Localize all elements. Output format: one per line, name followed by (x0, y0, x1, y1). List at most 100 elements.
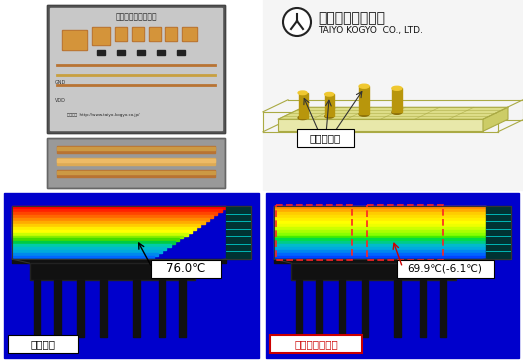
Bar (57, 158, 215, 165)
Ellipse shape (392, 110, 402, 114)
Text: 通常基板: 通常基板 (30, 339, 55, 349)
Circle shape (283, 8, 311, 36)
Bar (12, 233, 188, 236)
Ellipse shape (298, 116, 307, 119)
Bar (29, 263, 195, 279)
Bar (77, 279, 84, 337)
Bar (276, 205, 352, 260)
Bar (100, 279, 107, 337)
Bar (34, 279, 40, 337)
Bar (274, 236, 486, 239)
Bar (274, 233, 486, 236)
Bar (12, 244, 170, 247)
Bar (274, 215, 486, 218)
Bar (97, 50, 105, 55)
Text: GND: GND (55, 80, 66, 85)
Bar (274, 209, 486, 212)
Polygon shape (278, 107, 508, 119)
Bar (12, 221, 204, 224)
Bar (47, 5, 225, 133)
Bar (133, 28, 143, 40)
Bar (57, 146, 215, 153)
Bar (150, 28, 160, 40)
Bar (12, 250, 162, 253)
Bar (274, 221, 486, 224)
Bar (177, 50, 185, 55)
Bar (132, 27, 144, 41)
Bar (12, 215, 213, 218)
Bar (367, 205, 443, 260)
Bar (63, 31, 86, 49)
Bar (274, 247, 486, 250)
Bar (179, 279, 186, 337)
Bar (12, 206, 252, 259)
Polygon shape (483, 107, 508, 131)
Bar (115, 27, 127, 41)
Bar (394, 279, 401, 337)
Ellipse shape (392, 86, 402, 90)
Bar (299, 93, 308, 118)
Bar (4, 193, 259, 358)
Bar (274, 241, 486, 244)
Bar (157, 50, 165, 55)
FancyBboxPatch shape (151, 260, 221, 278)
Bar (339, 279, 345, 337)
Bar (49, 140, 223, 186)
Bar (57, 147, 215, 150)
Bar (12, 218, 209, 221)
FancyBboxPatch shape (270, 335, 362, 353)
Bar (182, 27, 197, 41)
Text: VDD: VDD (55, 97, 66, 102)
Ellipse shape (359, 84, 369, 88)
Text: 銅インレイ放熱基板: 銅インレイ放熱基板 (115, 13, 157, 21)
Bar (116, 28, 126, 40)
Bar (274, 227, 486, 230)
Bar (274, 244, 486, 247)
Bar (57, 171, 215, 174)
Bar (295, 279, 302, 337)
Text: 大陽工業  http://www.taiyo-kogyo.co.jp/: 大陽工業 http://www.taiyo-kogyo.co.jp/ (67, 113, 140, 117)
Bar (12, 259, 226, 263)
Ellipse shape (298, 91, 307, 94)
Text: TAIYO KOGYO  CO., LTD.: TAIYO KOGYO CO., LTD. (318, 25, 423, 34)
Bar (12, 239, 179, 241)
Bar (117, 50, 125, 55)
Bar (274, 224, 486, 227)
Text: 銅インレイ基板: 銅インレイ基板 (294, 339, 338, 349)
Bar (274, 259, 486, 263)
Bar (57, 170, 215, 177)
Bar (361, 279, 368, 337)
Bar (12, 206, 226, 209)
FancyBboxPatch shape (297, 129, 354, 147)
Bar (12, 253, 158, 256)
Bar (266, 193, 519, 358)
Text: 69.9℃(-6.1℃): 69.9℃(-6.1℃) (407, 264, 482, 274)
Bar (12, 236, 184, 239)
Bar (325, 94, 334, 116)
Bar (274, 206, 511, 259)
Bar (274, 256, 486, 259)
Bar (159, 279, 165, 337)
Bar (137, 50, 145, 55)
Bar (274, 253, 486, 256)
Bar (47, 5, 225, 133)
Bar (291, 263, 456, 279)
Bar (165, 27, 177, 41)
Bar (133, 279, 140, 337)
Bar (274, 218, 486, 221)
Bar (486, 206, 511, 259)
Bar (166, 28, 176, 40)
Bar (12, 256, 154, 259)
Bar (274, 206, 486, 209)
Bar (149, 27, 161, 41)
Bar (274, 230, 486, 233)
FancyBboxPatch shape (8, 335, 78, 353)
Ellipse shape (359, 112, 369, 116)
FancyBboxPatch shape (396, 260, 494, 278)
Bar (183, 28, 196, 40)
Bar (12, 224, 200, 227)
Bar (62, 30, 87, 50)
Ellipse shape (325, 92, 334, 96)
Bar (47, 138, 225, 188)
Bar (263, 0, 523, 190)
